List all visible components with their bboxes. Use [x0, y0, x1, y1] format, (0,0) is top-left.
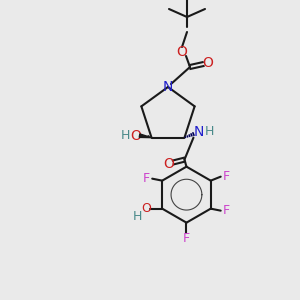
Text: O: O — [163, 157, 174, 171]
Text: N: N — [163, 80, 173, 94]
Text: O: O — [202, 56, 213, 70]
Text: •: • — [146, 133, 151, 142]
Text: O: O — [141, 202, 151, 215]
Text: H: H — [133, 210, 142, 223]
Text: H: H — [205, 125, 214, 138]
Text: F: F — [183, 232, 190, 245]
Polygon shape — [139, 134, 152, 138]
Text: F: F — [223, 204, 230, 217]
Text: N: N — [193, 125, 204, 139]
Text: O: O — [177, 45, 188, 59]
Text: F: F — [142, 172, 150, 185]
Text: F: F — [223, 170, 230, 183]
Text: O: O — [130, 129, 141, 143]
Text: H: H — [121, 129, 130, 142]
